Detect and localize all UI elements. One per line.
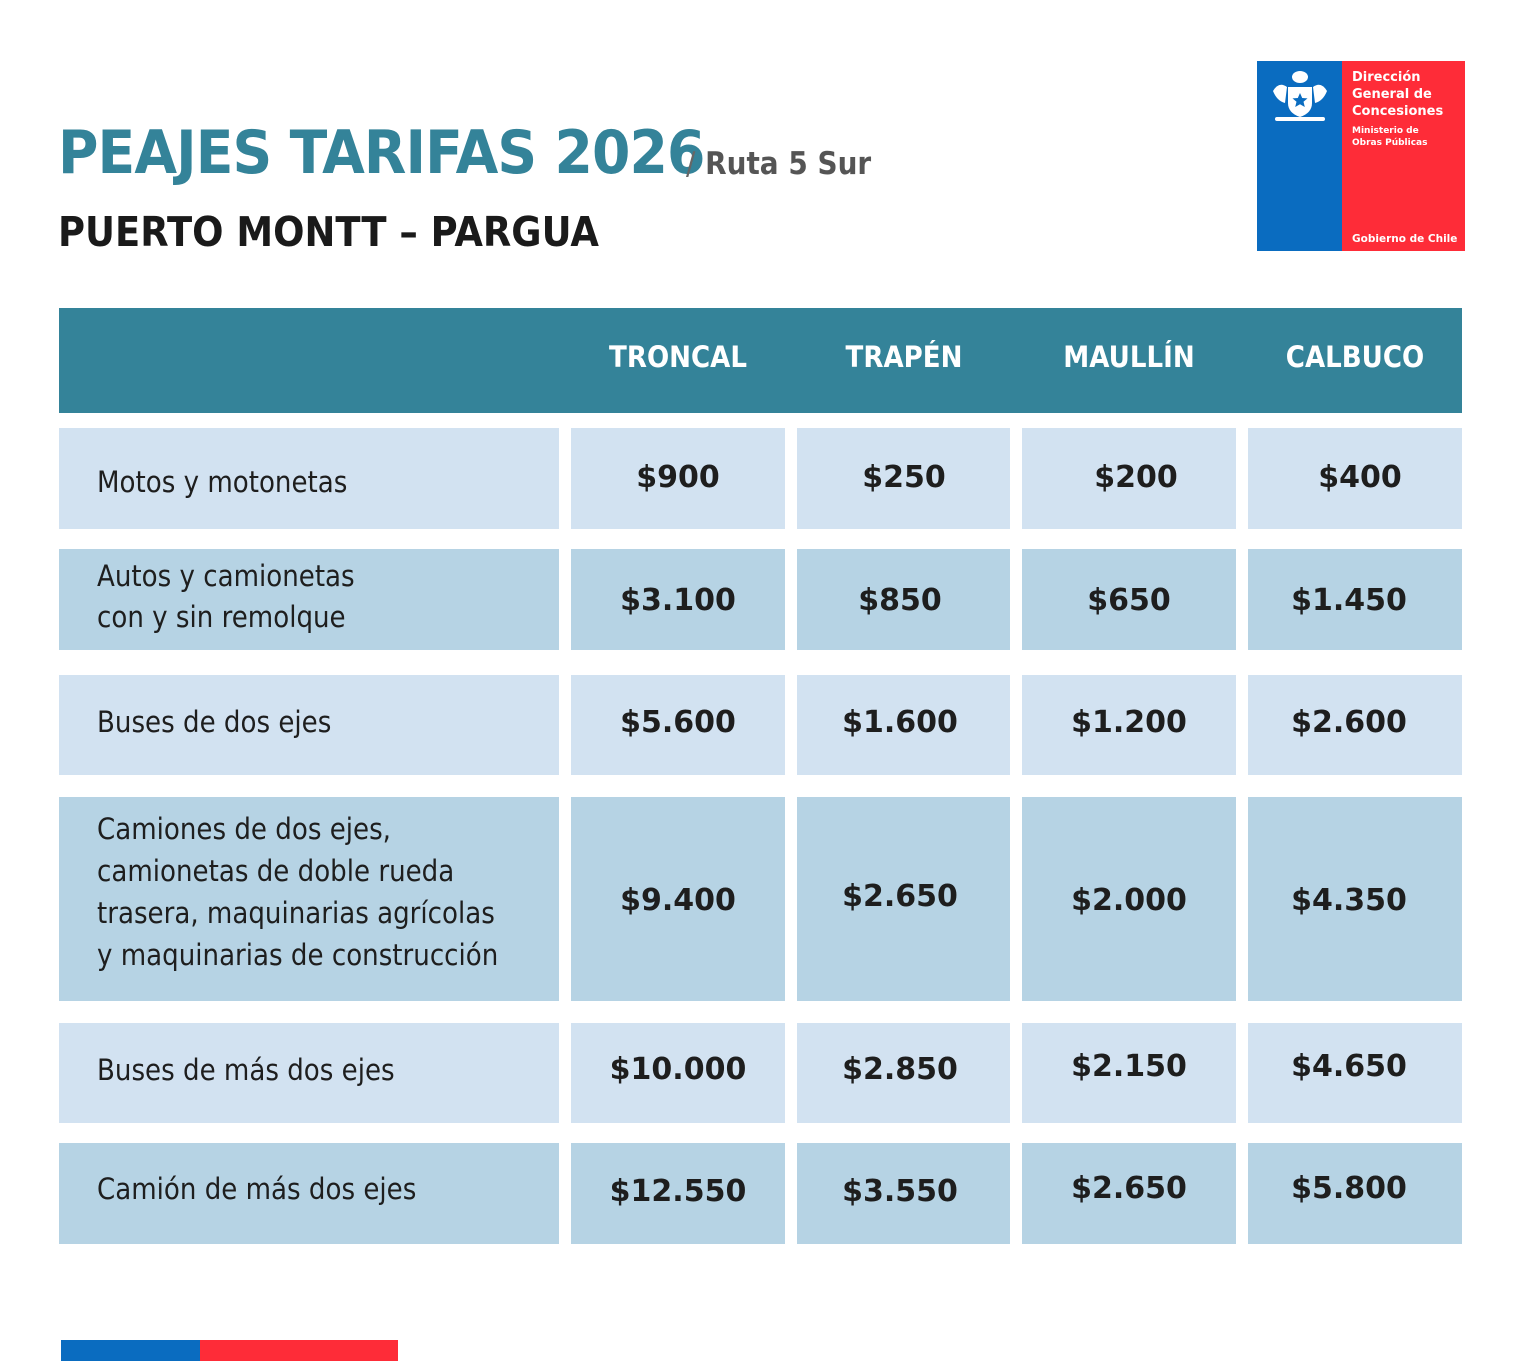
row-label-cell <box>59 1143 559 1244</box>
chile-flag-bar <box>61 1340 398 1361</box>
row-label-cell <box>59 797 559 1001</box>
vehicle-label: con y sin remolque <box>97 600 346 634</box>
price-cell <box>1022 549 1236 650</box>
price-cell <box>571 797 785 1001</box>
price-troncal: $9.400 <box>620 883 736 918</box>
logo-line: General de <box>1352 87 1432 102</box>
row-label-cell <box>59 428 559 529</box>
price-cell <box>571 1143 785 1244</box>
price-calbuco: $4.650 <box>1291 1049 1407 1084</box>
price-cell <box>1248 797 1462 1001</box>
price-cell <box>1248 675 1462 775</box>
price-cell <box>1022 428 1236 529</box>
route-label: / Ruta 5 Sur <box>686 146 871 182</box>
vehicle-label: trasera, maquinarias agrícolas <box>97 896 495 930</box>
flag-bar-blue <box>61 1340 200 1361</box>
price-troncal: $12.550 <box>609 1174 747 1209</box>
price-cell <box>1248 1143 1462 1244</box>
route-slash: / <box>686 146 696 182</box>
price-maullin: $2.000 <box>1071 883 1187 918</box>
price-cell <box>797 428 1010 529</box>
price-cell <box>1248 549 1462 650</box>
vehicle-label: Buses de dos ejes <box>97 705 332 739</box>
price-trapen: $3.550 <box>842 1174 958 1209</box>
price-calbuco: $5.800 <box>1291 1171 1407 1206</box>
vehicle-label: camionetas de doble rueda <box>97 854 455 888</box>
route-name: Ruta 5 Sur <box>705 146 872 182</box>
logo-line: Ministerio de <box>1352 126 1419 136</box>
logo-line: Obras Públicas <box>1352 138 1428 148</box>
price-calbuco: $1.450 <box>1291 583 1407 618</box>
price-maullin: $2.150 <box>1071 1049 1187 1084</box>
column-header-troncal: TRONCAL <box>609 340 747 374</box>
row-label-cell <box>59 1023 559 1123</box>
price-trapen: $250 <box>862 460 946 495</box>
title-main: PEAJES TARIFAS 2026 <box>58 118 705 188</box>
price-trapen: $850 <box>858 583 942 618</box>
price-maullin: $650 <box>1087 583 1171 618</box>
price-maullin: $200 <box>1094 460 1178 495</box>
logo-red-panel: Dirección General de Concesiones Ministe… <box>1342 61 1465 251</box>
row-label-cell <box>59 549 559 650</box>
price-cell <box>571 428 785 529</box>
price-cell <box>797 1023 1010 1123</box>
price-troncal: $3.100 <box>620 583 736 618</box>
table-header <box>59 308 1462 413</box>
column-header-trapen: TRAPÉN <box>845 340 963 374</box>
vehicle-label: y maquinarias de construcción <box>97 938 499 972</box>
price-maullin: $2.650 <box>1071 1171 1187 1206</box>
price-maullin: $1.200 <box>1071 705 1187 740</box>
logo-government: Gobierno de Chile <box>1352 233 1458 245</box>
price-trapen: $2.650 <box>842 879 958 914</box>
price-cell <box>1022 797 1236 1001</box>
price-trapen: $1.600 <box>842 705 958 740</box>
vehicle-label: Autos y camionetas <box>97 559 355 593</box>
price-trapen: $2.850 <box>842 1052 958 1087</box>
price-calbuco: $4.350 <box>1291 883 1407 918</box>
row-label-cell <box>59 675 559 775</box>
logo-line: Concesiones <box>1352 104 1444 119</box>
price-cell <box>1248 1023 1462 1123</box>
vehicle-label: Buses de más dos ejes <box>97 1053 395 1087</box>
flag-bar-red <box>200 1340 398 1361</box>
vehicle-label: Camión de más dos ejes <box>97 1172 417 1206</box>
logo-blue-panel <box>1257 61 1342 251</box>
price-cell <box>1022 1143 1236 1244</box>
price-cell <box>571 1023 785 1123</box>
price-cell <box>1022 1023 1236 1123</box>
price-cell <box>797 549 1010 650</box>
column-header-maullin: MAULLÍN <box>1063 340 1195 374</box>
price-cell <box>797 797 1010 1001</box>
logo-ministry: Ministerio de Obras Públicas <box>1352 125 1427 149</box>
logo-agency-name: Dirección General de Concesiones <box>1352 69 1443 120</box>
price-cell <box>1022 675 1236 775</box>
price-troncal: $5.600 <box>620 705 736 740</box>
price-troncal: $900 <box>636 460 720 495</box>
page-title: PEAJES TARIFAS 2026 <box>58 118 761 188</box>
section-subtitle: PUERTO MONTT – PARGUA <box>58 208 599 256</box>
price-cell <box>797 675 1010 775</box>
price-troncal: $10.000 <box>609 1052 747 1087</box>
price-cell <box>797 1143 1010 1244</box>
price-cell <box>571 675 785 775</box>
price-calbuco: $2.600 <box>1291 705 1407 740</box>
column-header-calbuco: CALBUCO <box>1285 340 1425 374</box>
price-cell <box>571 549 785 650</box>
chile-coat-of-arms-icon <box>1273 71 1327 121</box>
logo-line: Dirección <box>1352 70 1421 85</box>
price-calbuco: $400 <box>1318 460 1402 495</box>
price-cell <box>1248 428 1462 529</box>
dgc-logo: Dirección General de Concesiones Ministe… <box>1257 61 1465 251</box>
vehicle-label: Motos y motonetas <box>97 465 348 499</box>
vehicle-label: Camiones de dos ejes, <box>97 812 391 846</box>
